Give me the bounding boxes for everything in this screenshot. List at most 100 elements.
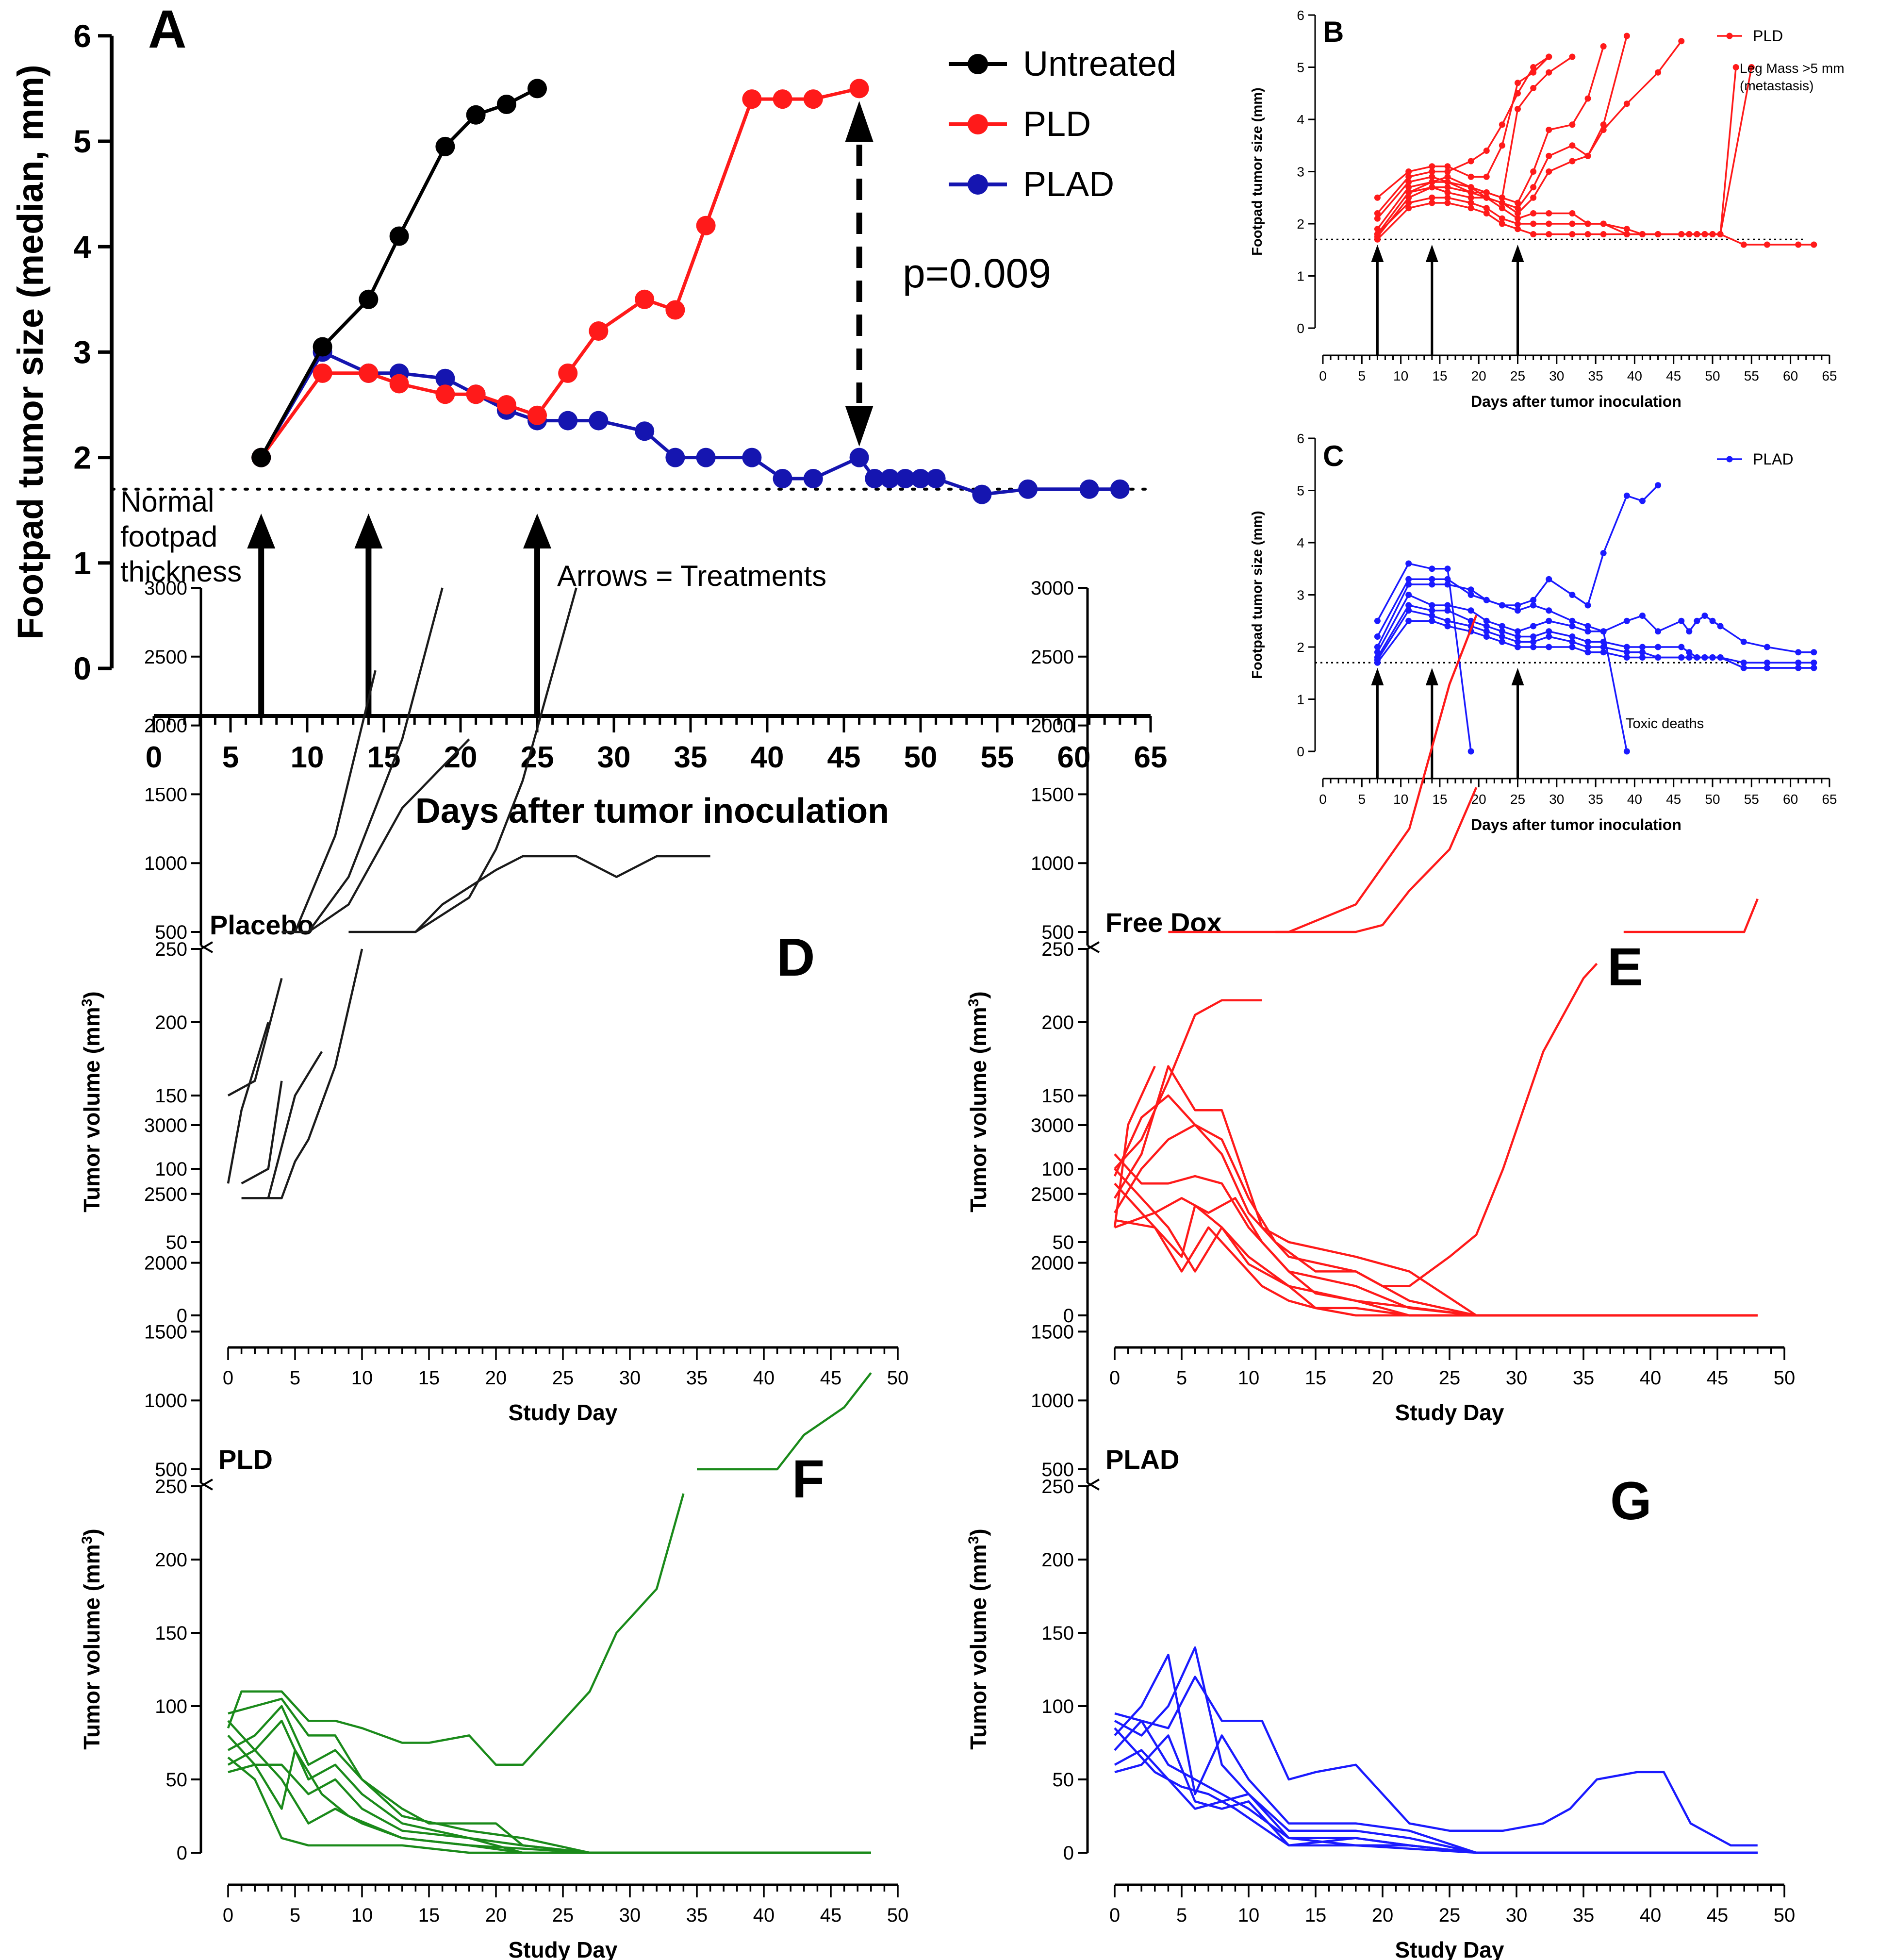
data-point (1515, 106, 1521, 112)
x-tick-label: 5 (290, 1367, 300, 1389)
y-axis-title-text: Tumor volume (mm (966, 1544, 991, 1749)
y-tick-label: 4 (1297, 112, 1304, 127)
data-point-untreated (313, 337, 332, 357)
data-point (1483, 189, 1490, 196)
series-line (697, 1372, 872, 1471)
data-point (1429, 163, 1435, 170)
data-point (1546, 220, 1552, 227)
x-tick-label: 5 (290, 1905, 300, 1926)
data-point (1748, 64, 1755, 70)
data-point (1655, 231, 1662, 237)
data-point (1467, 586, 1474, 593)
legend-swatch-marker (1726, 33, 1733, 39)
data-point (1639, 498, 1646, 504)
data-point (1467, 173, 1474, 180)
x-tick-label: 40 (753, 1367, 775, 1389)
x-tick-label: 25 (1439, 1905, 1461, 1926)
series-line (227, 978, 283, 1096)
x-tick-label: 0 (1109, 1367, 1120, 1389)
y-tick-label: 6 (73, 18, 91, 54)
x-tick-label: 15 (1432, 368, 1447, 383)
data-point (1429, 194, 1435, 201)
data-point (1694, 231, 1700, 237)
data-point (1811, 659, 1817, 666)
data-point (1546, 576, 1552, 582)
legend-label: Untreated (1023, 45, 1176, 83)
data-point-plad (1018, 479, 1038, 499)
x-tick-label: 10 (351, 1367, 373, 1389)
data-point (1444, 581, 1451, 588)
data-point (1483, 597, 1490, 603)
x-tick-label: 50 (887, 1905, 909, 1926)
data-point (1499, 623, 1505, 630)
data-point-pld (696, 216, 716, 235)
data-point (1686, 231, 1693, 237)
series-line (1623, 898, 1759, 933)
data-point-plad (849, 448, 869, 467)
data-point (1701, 613, 1708, 619)
metastasis-annotation: Leg Mass >5 mm (1740, 61, 1845, 76)
legend-label: PLAD (1753, 450, 1794, 468)
y-tick-label: 2500 (1031, 647, 1074, 668)
data-point (1686, 649, 1693, 656)
series-line (1114, 1168, 1758, 1317)
panel-letter: F (792, 1449, 824, 1509)
panel-f: PLD F050100150200250500100015002000250030… (79, 1115, 909, 1960)
x-tick-label: 40 (751, 741, 784, 774)
series-line (1114, 999, 1262, 1170)
y-tick-label: 500 (1041, 922, 1074, 943)
data-point (1405, 592, 1412, 598)
y-tick-label: 200 (155, 1012, 187, 1033)
y-axis-title-end: ) (966, 1528, 991, 1536)
panel-title: Free Dox (1105, 907, 1222, 938)
data-point (1405, 617, 1412, 624)
y-tick-label: 3000 (1031, 1115, 1074, 1136)
y-tick-label: 250 (155, 1476, 187, 1497)
series-line (1377, 197, 1814, 246)
y-tick-label: 150 (155, 1085, 187, 1107)
data-point-pld (803, 89, 823, 109)
x-tick-label: 45 (1707, 1367, 1729, 1389)
series-line (1376, 609, 1814, 669)
data-point (1467, 158, 1474, 165)
data-point (1444, 607, 1451, 614)
data-point (1374, 226, 1381, 233)
y-tick-label: 1000 (1031, 1390, 1074, 1412)
x-tick-label: 55 (1744, 792, 1759, 807)
data-point (1499, 142, 1505, 149)
series-line (415, 587, 577, 933)
data-point (1444, 163, 1451, 170)
data-point (1483, 210, 1490, 216)
x-tick-label: 40 (1640, 1367, 1662, 1389)
data-point-pld (558, 363, 578, 383)
data-point-untreated (359, 289, 379, 309)
x-axis-title: Days after tumor inoculation (415, 792, 889, 831)
x-axis-title: Days after tumor inoculation (1471, 393, 1681, 410)
treatment-arrow-head (1511, 245, 1524, 262)
data-point (1623, 33, 1630, 39)
data-point (1429, 168, 1435, 175)
data-point (1584, 95, 1591, 102)
data-point (1405, 168, 1412, 175)
data-point (1717, 654, 1724, 661)
data-point (1374, 659, 1381, 666)
x-tick-label: 25 (1439, 1367, 1461, 1389)
data-point-plad (635, 421, 655, 441)
data-point (1764, 659, 1770, 666)
series-line (1114, 1734, 1758, 1854)
data-point (1444, 194, 1451, 201)
data-point (1374, 215, 1381, 222)
series-line (1113, 1065, 1156, 1228)
y-tick-label: 0 (1063, 1305, 1074, 1327)
treatment-arrow-head (1371, 668, 1384, 685)
data-point-plad (665, 448, 685, 467)
data-point-plad (1110, 479, 1130, 499)
data-point (1678, 231, 1685, 237)
x-tick-label: 20 (485, 1905, 507, 1926)
data-point (1569, 142, 1576, 149)
data-point (1429, 179, 1435, 185)
data-point (1405, 184, 1412, 191)
data-point (1569, 617, 1576, 624)
series-line (227, 1756, 871, 1854)
